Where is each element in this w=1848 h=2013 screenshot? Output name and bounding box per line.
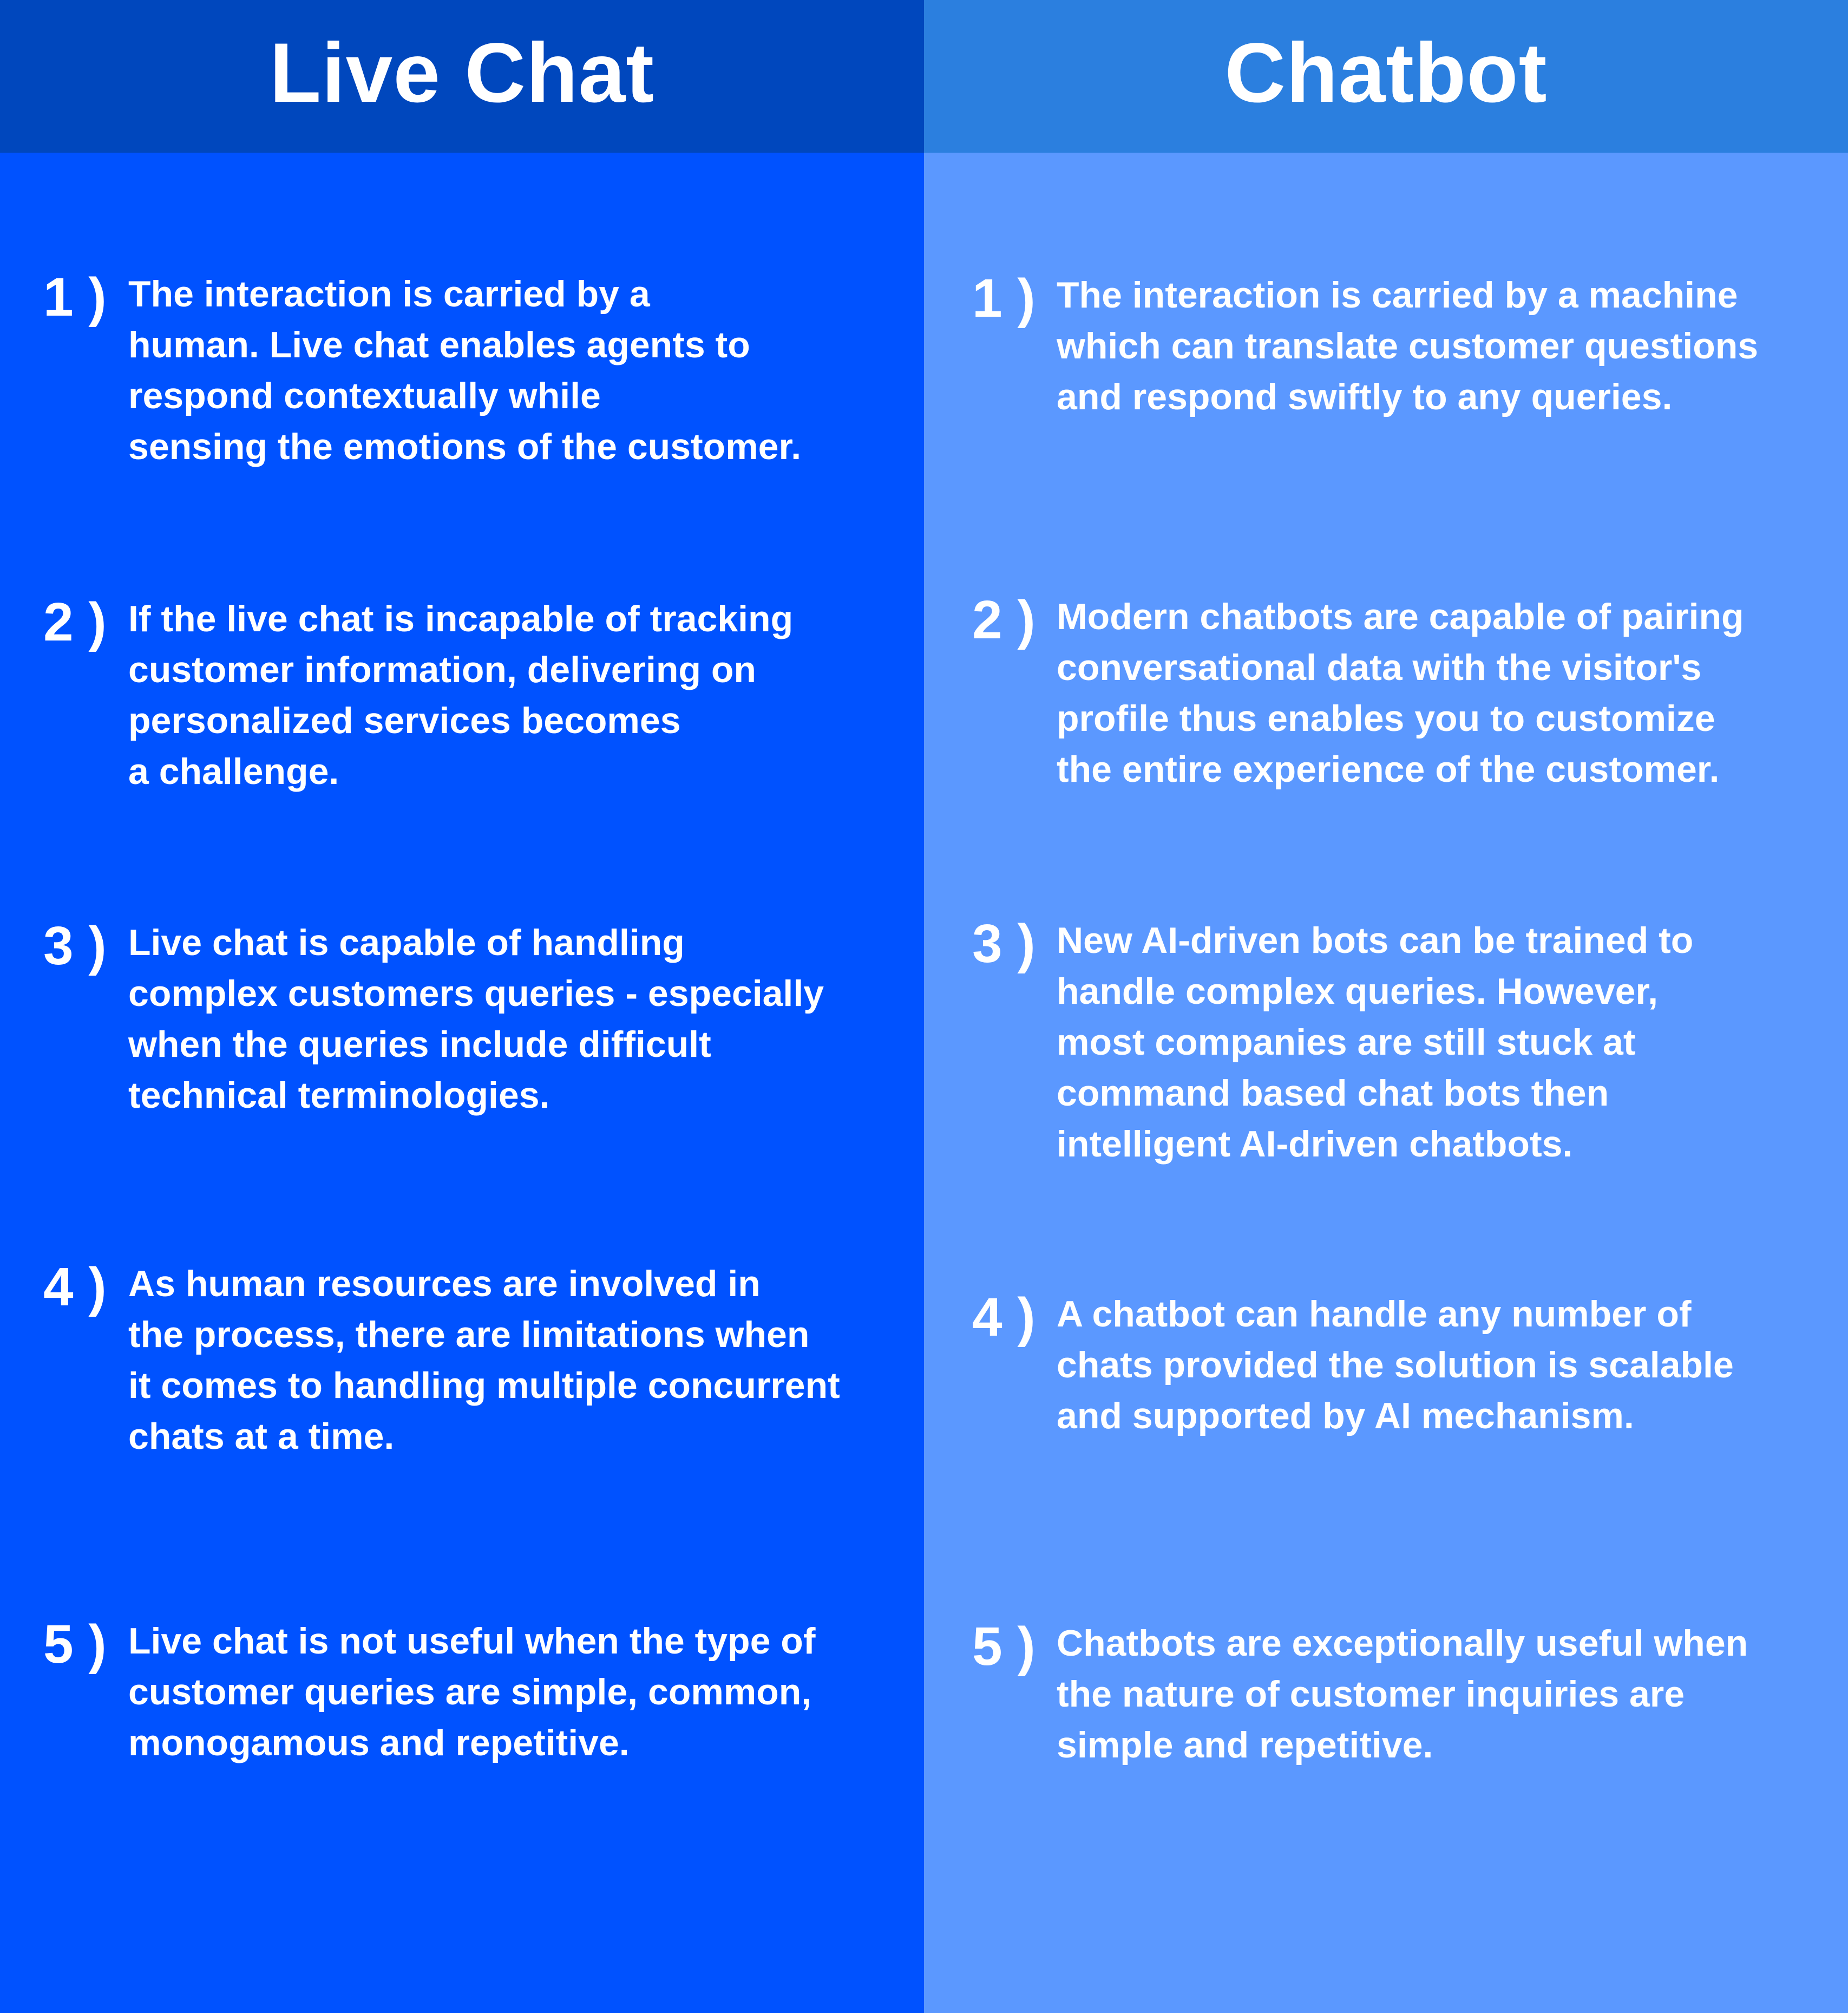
item-text: Chatbots are exceptionally useful when t… xyxy=(1057,1618,1748,1770)
item-text-line: when the queries include difficult xyxy=(128,1024,711,1065)
item-text-line: the process, there are limitations when xyxy=(128,1314,810,1355)
item-text-line: personalized services becomes xyxy=(128,700,681,741)
item-text-line: Live chat is capable of handling xyxy=(128,922,685,963)
item-text-line: chats provided the solution is scalable xyxy=(1057,1344,1734,1385)
item-text: Live chat is not useful when the type of… xyxy=(128,1616,816,1768)
item-text-line: respond contextually while xyxy=(128,375,601,416)
item-text-line: intelligent AI-driven chatbots. xyxy=(1057,1123,1573,1165)
item-text: If the live chat is incapable of trackin… xyxy=(128,593,793,797)
live-chat-body: 1 ) The interaction is carried by a huma… xyxy=(0,153,924,2013)
live-chat-title: Live Chat xyxy=(269,26,655,120)
chatbot-title: Chatbot xyxy=(1224,26,1548,120)
item-text-line: conversational data with the visitor's xyxy=(1057,647,1702,688)
item-text-line: chats at a time. xyxy=(128,1416,395,1457)
item-text-line: the nature of customer inquiries are xyxy=(1057,1674,1685,1715)
item-text-line: Modern chatbots are capable of pairing xyxy=(1057,596,1744,637)
item-text-line: and supported by AI mechanism. xyxy=(1057,1395,1634,1436)
item-number: 4 ) xyxy=(972,1287,1036,1348)
item-text: The interaction is carried by a machine … xyxy=(1057,270,1758,422)
chatbot-header: Chatbot xyxy=(924,0,1848,153)
item-text-line: most companies are still stuck at xyxy=(1057,1022,1636,1063)
item-text-line: simple and repetitive. xyxy=(1057,1724,1433,1766)
item-text-line: command based chat bots then xyxy=(1057,1073,1609,1114)
item-text: As human resources are involved in the p… xyxy=(128,1258,840,1462)
item-text-line: customer queries are simple, common, xyxy=(128,1671,812,1713)
item-text-line: technical terminologies. xyxy=(128,1075,550,1116)
item-text-line: The interaction is carried by a xyxy=(128,273,650,315)
item-text: The interaction is carried by a human. L… xyxy=(128,269,801,472)
item-text-line: profile thus enables you to customize xyxy=(1057,698,1715,739)
item-text-line: human. Live chat enables agents to xyxy=(128,324,750,365)
item-number: 4 ) xyxy=(43,1257,107,1317)
item-text-line: a challenge. xyxy=(128,751,339,792)
item-text-line: monogamous and repetitive. xyxy=(128,1722,630,1763)
item-text-line: A chatbot can handle any number of xyxy=(1057,1293,1692,1335)
item-text-line: New AI-driven bots can be trained to xyxy=(1057,920,1694,961)
item-number: 2 ) xyxy=(972,590,1036,650)
item-text-line: The interaction is carried by a machine xyxy=(1057,274,1738,316)
item-number: 5 ) xyxy=(972,1616,1036,1677)
item-text: A chatbot can handle any number of chats… xyxy=(1057,1289,1734,1441)
item-text: Modern chatbots are capable of pairing c… xyxy=(1057,591,1744,795)
item-text-line: it comes to handling multiple concurrent xyxy=(128,1365,840,1406)
chatbot-column: Chatbot 1 ) The interaction is carried b… xyxy=(924,0,1848,2013)
item-text-line: and respond swiftly to any queries. xyxy=(1057,376,1673,417)
item-text-line: If the live chat is incapable of trackin… xyxy=(128,598,794,639)
item-number: 3 ) xyxy=(43,916,107,976)
live-chat-column: Live Chat 1 ) The interaction is carried… xyxy=(0,0,924,2013)
item-number: 5 ) xyxy=(43,1614,107,1675)
item-text-line: As human resources are involved in xyxy=(128,1263,761,1304)
item-number: 1 ) xyxy=(43,267,107,328)
item-text-line: customer information, delivering on xyxy=(128,649,756,690)
item-text-line: which can translate customer questions xyxy=(1057,325,1759,367)
item-text-line: Live chat is not useful when the type of xyxy=(128,1620,816,1662)
item-number: 2 ) xyxy=(43,592,107,652)
item-text-line: complex customers queries - especially xyxy=(128,973,824,1014)
item-text-line: handle complex queries. However, xyxy=(1057,971,1659,1012)
live-chat-header: Live Chat xyxy=(0,0,924,153)
item-text: New AI-driven bots can be trained to han… xyxy=(1057,915,1693,1169)
item-text-line: the entire experience of the customer. xyxy=(1057,749,1720,790)
item-text: Live chat is capable of handling complex… xyxy=(128,917,824,1121)
chatbot-body: 1 ) The interaction is carried by a mach… xyxy=(924,153,1848,2013)
item-number: 1 ) xyxy=(972,268,1036,329)
item-number: 3 ) xyxy=(972,913,1036,974)
item-text-line: sensing the emotions of the customer. xyxy=(128,426,802,467)
item-text-line: Chatbots are exceptionally useful when xyxy=(1057,1623,1748,1664)
